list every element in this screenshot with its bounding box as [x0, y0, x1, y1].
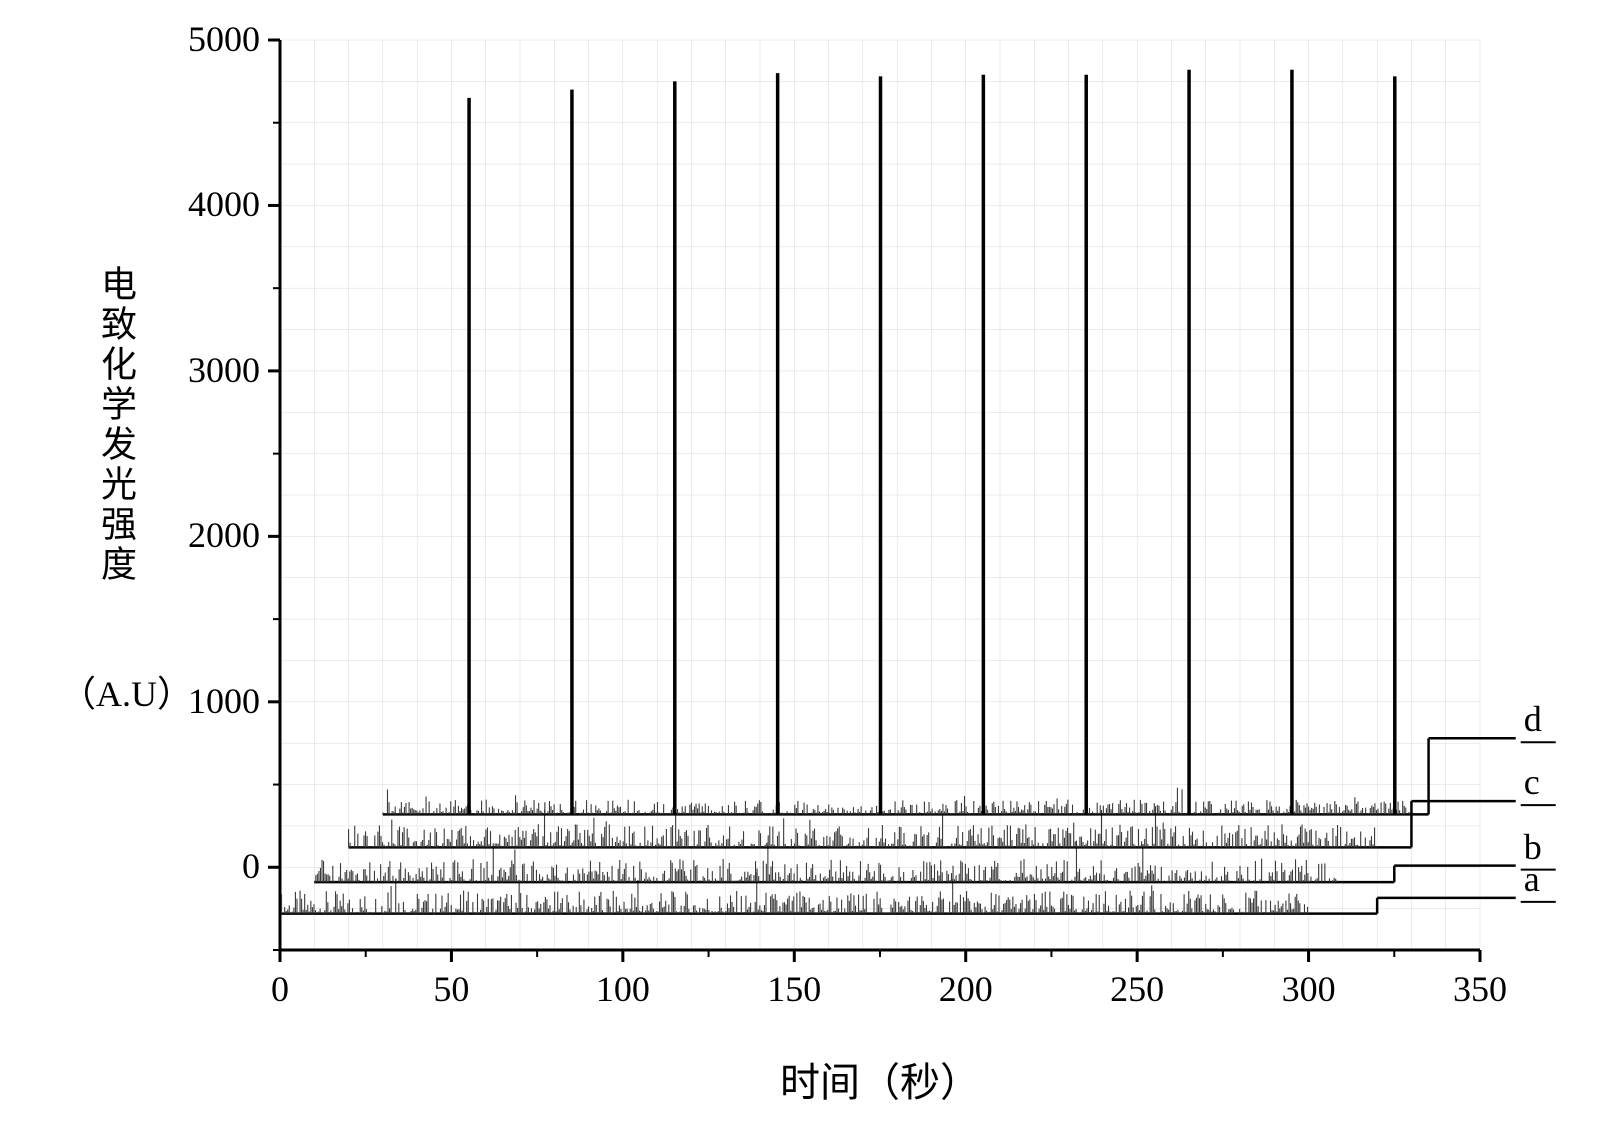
x-axis-label: 时间（秒）: [680, 1050, 1080, 1108]
y-tick-label: 2000: [160, 514, 260, 556]
x-tick-label: 350: [1440, 968, 1520, 1010]
x-tick-label: 0: [240, 968, 320, 1010]
series-label-d: d: [1524, 698, 1542, 740]
x-tick-label: 200: [926, 968, 1006, 1010]
y-tick-label: 0: [160, 845, 260, 887]
series-label-c: c: [1524, 761, 1540, 803]
x-tick-label: 300: [1269, 968, 1349, 1010]
y-tick-label: 3000: [160, 349, 260, 391]
y-tick-label: 4000: [160, 183, 260, 225]
y-tick-label: 5000: [160, 18, 260, 60]
x-tick-label: 150: [754, 968, 834, 1010]
plot-svg: [0, 0, 1604, 1128]
x-tick-label: 50: [411, 968, 491, 1010]
chart-container: 电致化学发光强度 （A.U） 时间（秒） 0100020003000400050…: [0, 0, 1604, 1128]
series-label-b: b: [1524, 826, 1542, 868]
x-tick-label: 250: [1097, 968, 1177, 1010]
y-tick-label: 1000: [160, 680, 260, 722]
x-tick-label: 100: [583, 968, 663, 1010]
